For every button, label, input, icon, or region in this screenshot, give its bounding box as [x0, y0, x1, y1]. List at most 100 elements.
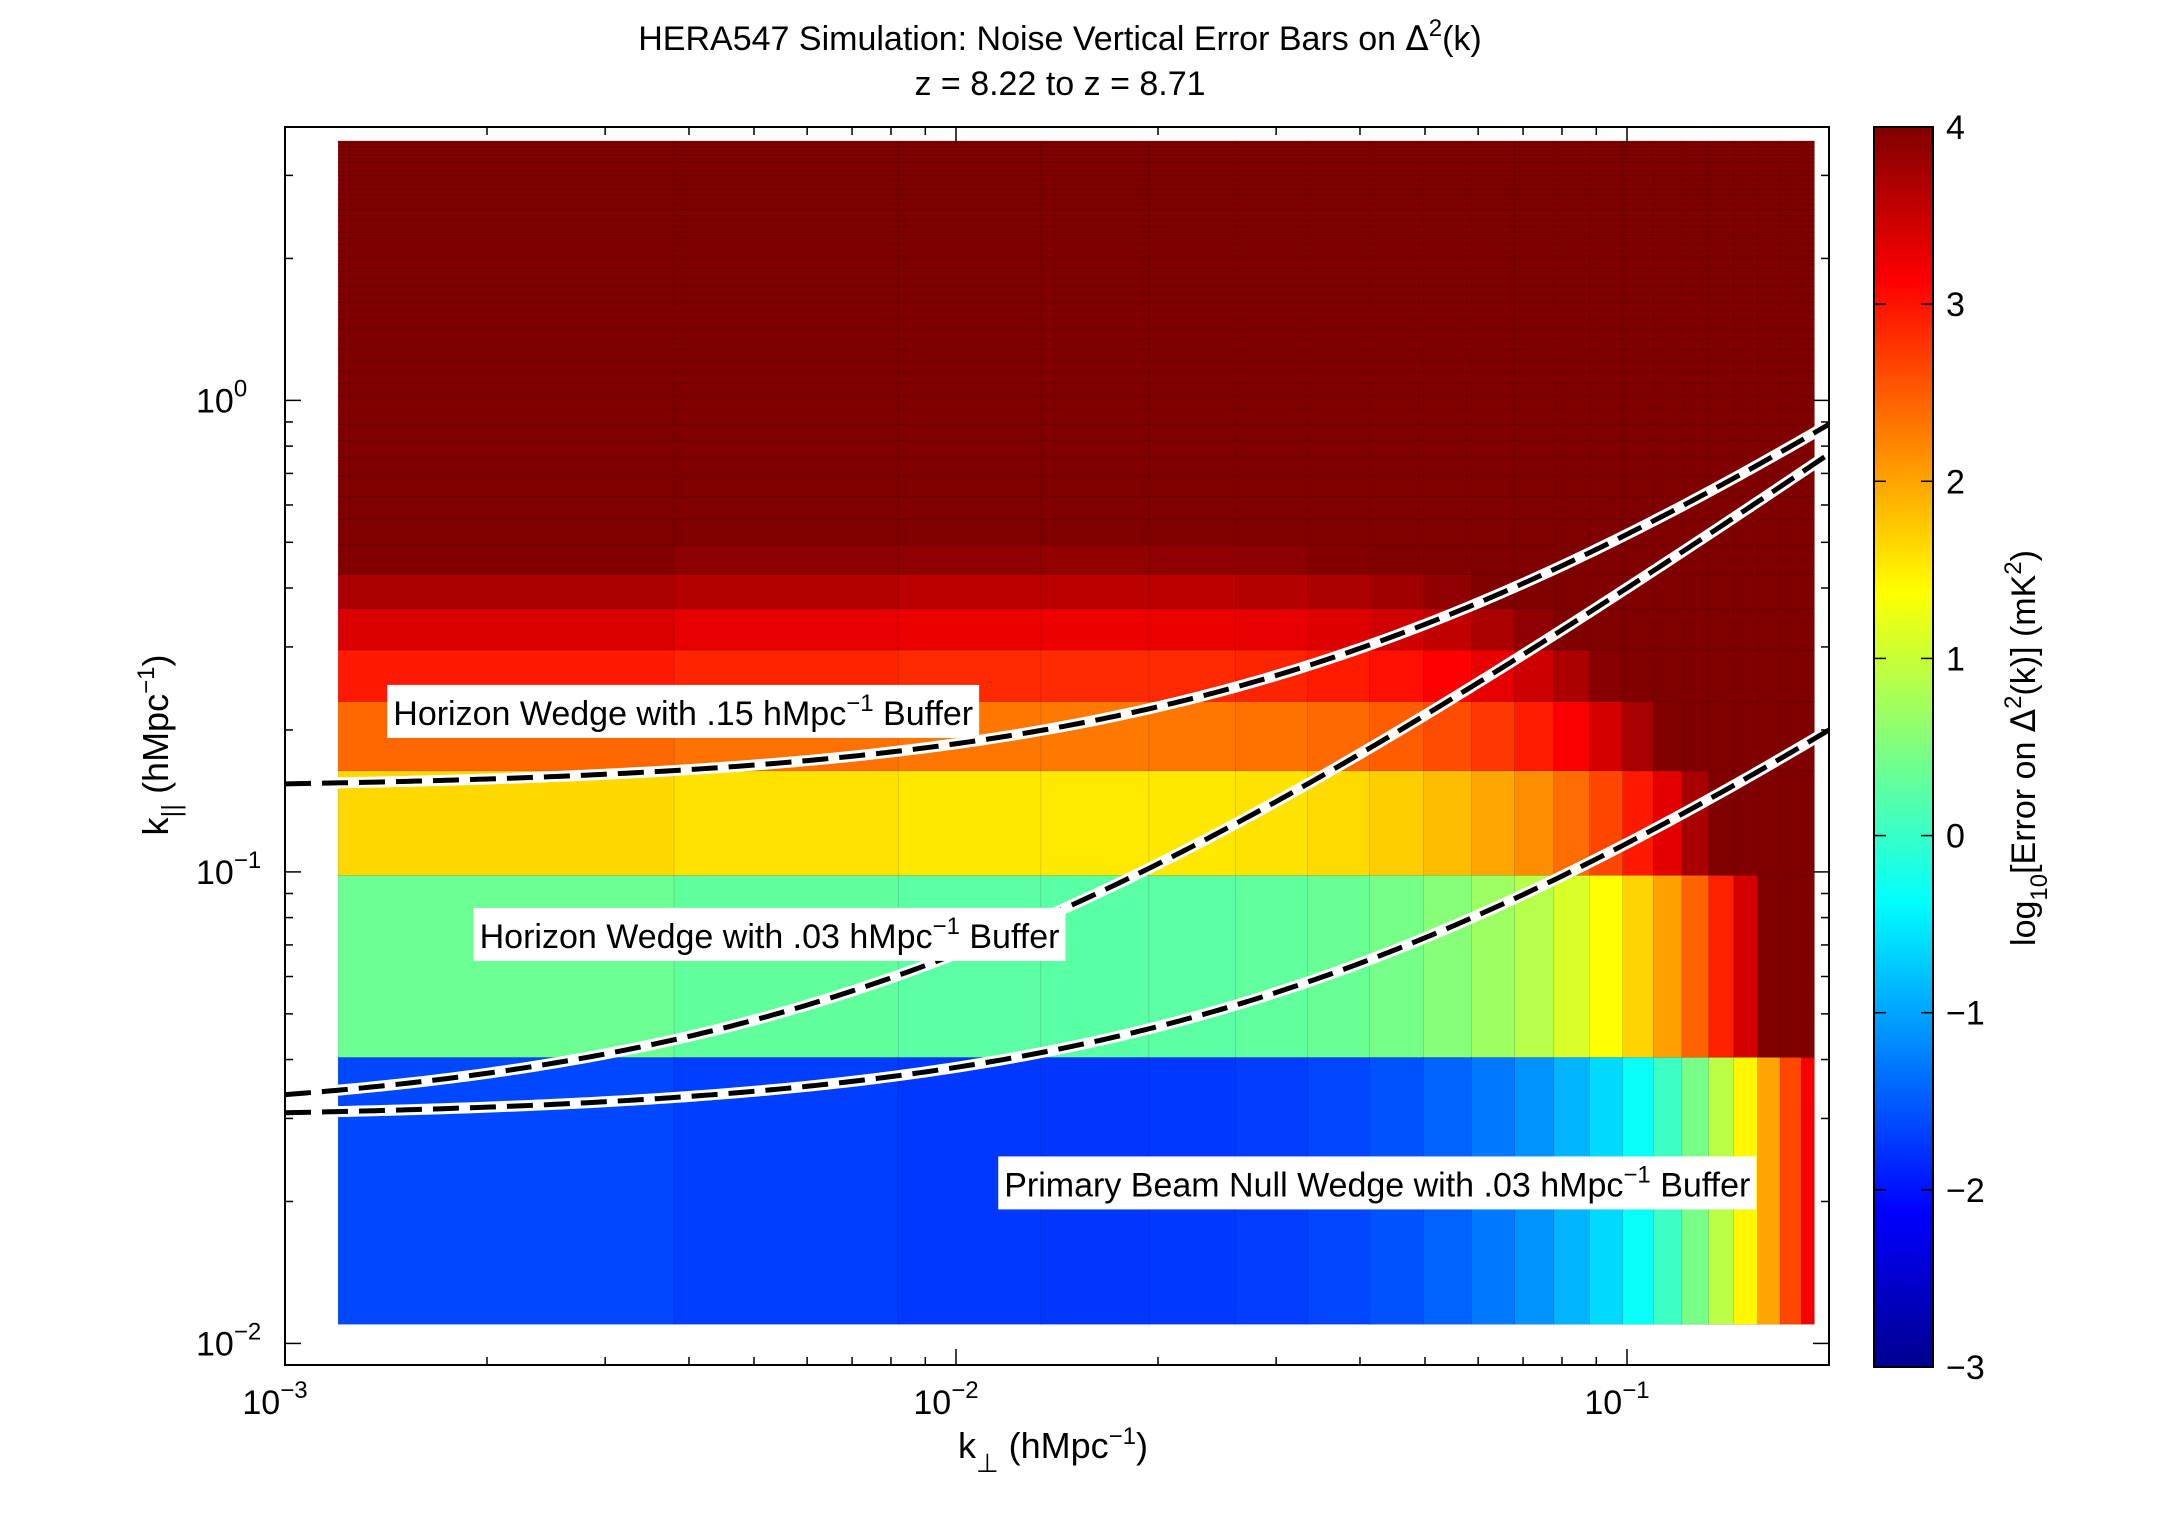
heatmap-cell [1307, 573, 1371, 610]
heatmap-cell [1681, 310, 1710, 321]
heatmap-cell [1148, 573, 1237, 610]
heatmap-cell [1733, 184, 1759, 190]
heatmap-cell [1040, 237, 1150, 245]
heatmap-cell [1471, 395, 1516, 411]
heatmap-cell [1652, 475, 1683, 498]
heatmap-cell [1779, 140, 1803, 143]
heatmap-cell [1800, 409, 1815, 426]
heatmap-cell [1553, 439, 1591, 458]
heatmap-cell [673, 310, 899, 321]
heatmap-cell [1733, 278, 1759, 287]
heatmap-cell [1423, 209, 1473, 216]
heatmap-cell [1622, 423, 1655, 441]
heatmap-cell [1681, 770, 1710, 876]
heatmap-cell [1553, 214, 1591, 222]
heatmap-cell [1553, 179, 1591, 186]
heatmap-cell [1622, 608, 1655, 651]
heatmap-cell [1040, 348, 1150, 361]
heatmap-cell [1708, 140, 1735, 143]
heatmap-cell [1471, 184, 1516, 190]
heatmap-cell [1800, 518, 1815, 546]
chart-title-sup: 2 [1429, 15, 1442, 42]
heatmap-cell [673, 382, 899, 397]
heatmap-cell [1369, 370, 1425, 384]
heatmap-cell [1040, 456, 1150, 477]
heatmap-cell [1369, 231, 1425, 239]
x-tick-label: 10−3 [242, 1377, 307, 1422]
heatmap-cell [1681, 423, 1710, 441]
heatmap-cell [1423, 423, 1473, 441]
heatmap-cell [1757, 179, 1781, 186]
heatmap-cell [1514, 456, 1555, 477]
heatmap-cell [1800, 184, 1815, 190]
heatmap-cell [1040, 203, 1150, 211]
heatmap-cell [1652, 328, 1683, 340]
heatmap-cell [1369, 203, 1425, 211]
heatmap-cell [1040, 382, 1150, 397]
heatmap-cell [1471, 270, 1516, 280]
heatmap-cell [1681, 301, 1710, 312]
heatmap-cell [1148, 423, 1237, 441]
colorbar-tick-label: −2 [1946, 1172, 1985, 1210]
heatmap-cell [1757, 140, 1781, 143]
heatmap-cell [897, 209, 1042, 216]
heatmap-cell [1553, 220, 1591, 227]
heatmap-cell [1757, 544, 1781, 575]
heatmap-cell [1652, 256, 1683, 265]
heatmap-cell [1553, 423, 1591, 441]
heatmap-cell [673, 188, 899, 195]
heatmap-cell [1235, 203, 1309, 211]
heatmap-cell [1235, 270, 1309, 280]
heatmap-cell [1681, 649, 1710, 703]
heatmap-cell [1514, 310, 1555, 321]
heatmap-cell [1423, 395, 1473, 411]
heatmap-cell [1652, 278, 1683, 287]
heatmap-cell [897, 518, 1042, 546]
heatmap-cell [1423, 250, 1473, 258]
heatmap-cell [1553, 301, 1591, 312]
heatmap-cell [1235, 395, 1309, 411]
heatmap-cell [1307, 184, 1371, 190]
heatmap-cell [1514, 203, 1555, 211]
heatmap-cell [337, 328, 675, 340]
heatmap-cell [1708, 220, 1735, 227]
heatmap-cell [1681, 278, 1710, 287]
heatmap-cell [1148, 395, 1237, 411]
heatmap-cell [337, 338, 675, 350]
heatmap-cell [1235, 243, 1309, 252]
heatmap-cell [1307, 179, 1371, 186]
heatmap-cell [1800, 250, 1815, 258]
heatmap-cell [1423, 198, 1473, 205]
heatmap-cell [1779, 285, 1803, 295]
heatmap-cell [1757, 225, 1781, 233]
heatmap-cell [1423, 179, 1473, 186]
heatmap-cell [1800, 544, 1815, 575]
heatmap-cell [673, 179, 899, 186]
heatmap-cell [337, 188, 675, 195]
heatmap-cell [1589, 220, 1624, 227]
heatmap-cell [897, 184, 1042, 190]
heatmap-cell [1800, 256, 1815, 265]
heatmap-cell [1708, 256, 1735, 265]
heatmap-cell [1779, 225, 1803, 233]
heatmap-cell [1307, 225, 1371, 233]
heatmap-cell [1779, 518, 1803, 546]
heatmap-cell [1148, 243, 1237, 252]
heatmap-cell [1553, 338, 1591, 350]
heatmap-cell [1423, 338, 1473, 350]
heatmap-cell [1733, 874, 1759, 1058]
heatmap-cell [1681, 700, 1710, 772]
heatmap-cell [1423, 263, 1473, 272]
heatmap-cell [1708, 573, 1735, 610]
heatmap-cell [1307, 203, 1371, 211]
heatmap-cell [1589, 214, 1624, 222]
heatmap-cell [1369, 237, 1425, 245]
heatmap-cell [897, 193, 1042, 200]
heatmap-cell [1369, 319, 1425, 330]
heatmap-cell [1235, 608, 1309, 651]
heatmap-cell [897, 359, 1042, 372]
heatmap-cell [1471, 237, 1516, 245]
heatmap-cell [1733, 370, 1759, 384]
heatmap-cell [337, 220, 675, 227]
